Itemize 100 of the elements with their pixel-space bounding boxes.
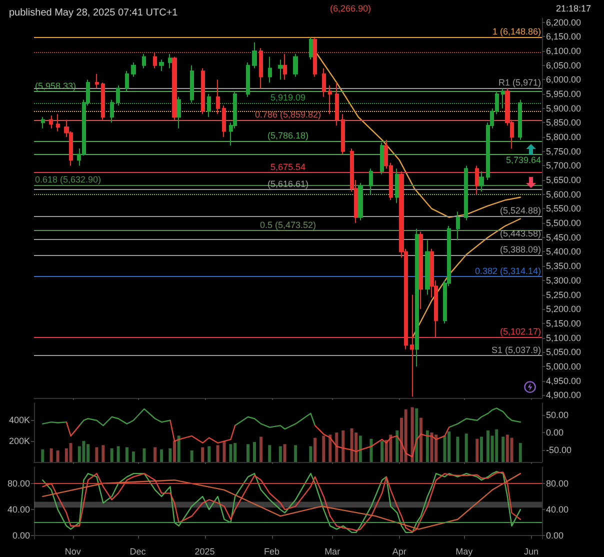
bar <box>216 445 220 462</box>
candlestick <box>201 68 205 115</box>
bar <box>56 450 60 462</box>
candlestick <box>222 104 226 138</box>
bar <box>342 430 345 462</box>
y-tick-label: 5,500.00 <box>546 218 582 228</box>
bar <box>246 444 250 462</box>
y-tick-label: 5,350.00 <box>546 261 582 272</box>
candlestick <box>278 59 283 80</box>
y-tick-label: 5,850.00 <box>546 118 582 128</box>
bar <box>404 409 408 462</box>
y-tick-label: 5,550.00 <box>546 204 582 214</box>
candlestick <box>259 48 263 89</box>
y-tick-label: 5,400.00 <box>546 246 582 257</box>
bar <box>396 430 399 462</box>
candlestick <box>380 142 384 175</box>
x-tick-label: Feb <box>264 546 280 556</box>
x-tick-label: Dec <box>130 546 146 556</box>
candlestick <box>153 52 157 69</box>
ref-line-label: 0.786 (5,859.82) <box>254 109 322 120</box>
bar <box>190 450 194 462</box>
bar <box>102 445 105 462</box>
bar <box>480 436 483 462</box>
y-tick-label: 5,650.00 <box>546 175 582 186</box>
bar <box>268 445 272 462</box>
candlestick <box>142 53 146 69</box>
candlestick <box>293 53 298 78</box>
bar <box>229 444 232 462</box>
candlestick <box>172 56 177 120</box>
y-tick-label: 400K <box>8 414 30 425</box>
bar <box>354 432 358 462</box>
bar <box>278 446 282 462</box>
bar <box>283 444 286 462</box>
candlestick <box>358 182 363 221</box>
bar <box>208 446 211 462</box>
x-tick-label: Nov <box>64 546 82 556</box>
y-tick-label: 6,000.00 <box>546 74 582 85</box>
bar <box>410 407 414 462</box>
candlestick <box>415 228 419 367</box>
bar <box>160 449 164 462</box>
x-tick-label: Apr <box>392 546 406 556</box>
x-tick-label: Jun <box>524 546 538 556</box>
bar <box>110 448 114 462</box>
ref-line-label: R1 (5,971) <box>498 77 541 88</box>
bar <box>116 446 120 462</box>
bar <box>434 434 438 462</box>
y-tick-label: 5,750.00 <box>546 146 582 156</box>
candlestick <box>159 59 164 72</box>
bar <box>142 448 146 462</box>
x-tick-label: Mar <box>324 546 340 556</box>
candlestick <box>309 37 313 60</box>
y-tick-label: 200K <box>8 436 30 446</box>
ref-line-label: 0.5 (5,473.52) <box>260 220 316 230</box>
ref-line-label: 5,739.64 <box>506 154 541 165</box>
candlestick <box>168 53 172 69</box>
bar <box>154 447 157 462</box>
candlestick <box>456 211 460 241</box>
bar <box>464 434 468 462</box>
ref-line-label: (5,443.58) <box>500 228 541 239</box>
bar <box>415 408 418 462</box>
bar <box>380 440 384 462</box>
candlestick <box>95 73 99 89</box>
y-tick-label: 5,000.00 <box>546 361 582 372</box>
bar <box>69 443 72 462</box>
y2-tick-label: -50.00 <box>546 444 572 455</box>
bar <box>173 440 176 462</box>
bar <box>322 436 326 462</box>
ref-line-label: 5,675.54 <box>270 162 306 172</box>
chart-title: published May 28, 2025 07:41 UTC+1 <box>9 8 178 18</box>
bar <box>168 448 172 462</box>
candlestick <box>395 168 399 204</box>
ref-line-label: 0.618 (5,632.90) <box>35 174 102 184</box>
ref-line-label: S1 (5,037.9) <box>491 345 541 356</box>
ref-line-label: 0.382 (5,314.14) <box>474 266 541 276</box>
candlestick <box>283 53 287 80</box>
y-tick-label: 5,450.00 <box>546 232 582 242</box>
bar <box>426 430 429 462</box>
x-tick-label: 2025 <box>194 546 215 556</box>
y-tick-label: 80.00 <box>7 478 30 488</box>
bar <box>335 432 338 462</box>
bar <box>430 432 434 462</box>
y-tick-label: 40.00 <box>7 504 30 515</box>
candlestick <box>252 42 257 69</box>
y2-tick-label: 50.00 <box>546 410 569 420</box>
ref-line-label: (5,786.18) <box>267 130 309 140</box>
y-tick-label: 6,050.00 <box>546 60 582 70</box>
candlestick <box>313 38 317 78</box>
bar <box>419 418 422 462</box>
y-tick-label: 5,800.00 <box>546 132 582 142</box>
bar <box>456 436 460 462</box>
y-tick-label: 5,100.00 <box>546 332 582 343</box>
bar <box>502 436 505 462</box>
candlestick <box>464 165 468 221</box>
text: 21:18:17 <box>556 4 592 14</box>
bar <box>389 434 392 462</box>
ref-line-label: 5,919.09 <box>270 92 306 102</box>
candlestick <box>328 84 332 115</box>
bar <box>294 445 298 462</box>
bar <box>510 438 514 462</box>
candlestick <box>125 70 129 92</box>
